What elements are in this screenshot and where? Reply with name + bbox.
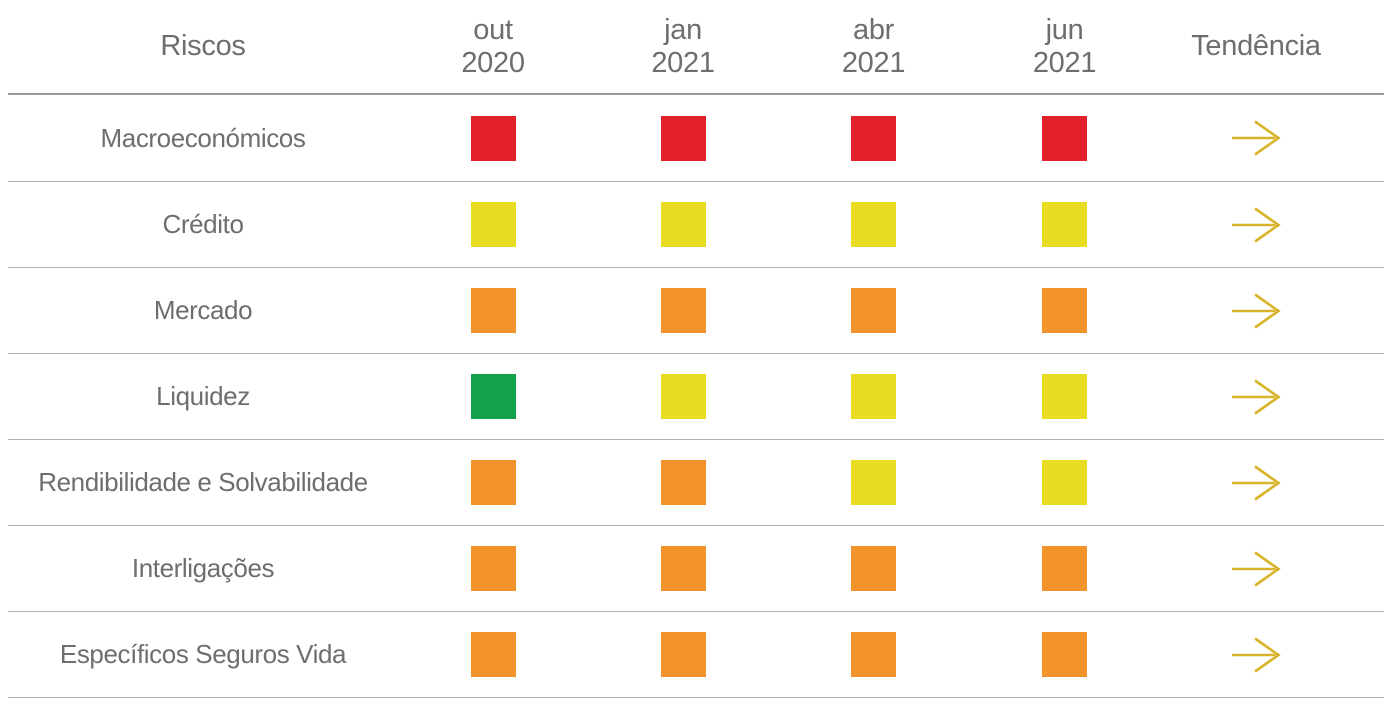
table-row: Crédito: [8, 181, 1384, 267]
table-row: Macroeconómicos: [8, 95, 1384, 181]
period-year: 2020: [461, 46, 525, 79]
trend-right-arrow-icon: [1232, 206, 1281, 243]
risk-level-cell-orange: [660, 546, 706, 591]
column-header-jun-2021: jun 2021: [969, 14, 1160, 79]
trend-right-arrow-icon: [1232, 292, 1281, 329]
trend-right-arrow-icon: [1232, 636, 1281, 673]
trend-right-arrow-icon: [1232, 550, 1281, 587]
table-row: Interligações: [8, 525, 1384, 611]
period-year: 2021: [651, 46, 715, 79]
risk-level-cell-yellow: [1042, 460, 1087, 505]
risk-label: Liquidez: [156, 381, 250, 411]
risk-label: Rendibilidade e Solvabilidade: [38, 467, 368, 497]
trend-right-arrow-icon: [1232, 464, 1281, 501]
risk-label: Crédito: [162, 209, 244, 239]
risk-level-cell-orange: [470, 288, 516, 333]
period-year: 2021: [841, 46, 906, 79]
risk-level-cell-yellow: [660, 374, 706, 419]
risk-level-cell-yellow: [851, 460, 896, 505]
risk-matrix-table: Riscos out 2020 jan 2021 abr 2021 jun 20…: [8, 0, 1384, 698]
risk-level-cell-orange: [851, 546, 896, 591]
risk-level-cell-yellow: [1042, 202, 1087, 247]
column-header-jan-2021: jan 2021: [588, 14, 778, 79]
column-header-out-2020: out 2020: [398, 14, 588, 79]
risk-level-cell-orange: [660, 632, 706, 677]
column-header-riscos: Riscos: [160, 30, 246, 63]
risk-level-cell-red: [470, 115, 516, 161]
risk-level-cell-orange: [1042, 288, 1087, 333]
trend-right-arrow-icon: [1232, 120, 1281, 156]
risk-level-cell-orange: [660, 460, 706, 505]
risk-level-cell-yellow: [1042, 374, 1087, 419]
risk-label: Macroeconómicos: [100, 122, 306, 153]
risk-level-cell-red: [1042, 115, 1087, 161]
risk-level-cell-orange: [660, 288, 706, 333]
period-month: abr: [852, 14, 894, 47]
column-header-abr-2021: abr 2021: [778, 14, 969, 79]
period-month: jan: [664, 14, 702, 47]
period-month: out: [473, 14, 513, 47]
risk-level-cell-orange: [470, 546, 516, 591]
risk-level-cell-orange: [1042, 546, 1087, 591]
risk-level-cell-red: [851, 115, 896, 161]
column-header-tendencia: Tendência: [1191, 30, 1321, 63]
risk-label: Específicos Seguros Vida: [59, 639, 347, 669]
trend-right-arrow-icon: [1232, 378, 1281, 415]
risk-level-cell-yellow: [851, 202, 896, 247]
risk-label: Interligações: [131, 553, 275, 583]
risk-level-cell-orange: [851, 632, 896, 677]
risk-level-cell-yellow: [470, 202, 516, 247]
risk-level-cell-orange: [470, 460, 516, 505]
risk-label: Mercado: [153, 295, 253, 325]
table-header-row: Riscos out 2020 jan 2021 abr 2021 jun 20…: [8, 0, 1384, 95]
period-year: 2021: [1032, 46, 1097, 79]
risk-level-cell-orange: [470, 632, 516, 677]
table-row: Liquidez: [8, 353, 1384, 439]
risk-level-cell-red: [660, 115, 706, 161]
table-row: Rendibilidade e Solvabilidade: [8, 439, 1384, 525]
table-row: Específicos Seguros Vida: [8, 611, 1384, 697]
table-row: Mercado: [8, 267, 1384, 353]
risk-level-cell-green: [470, 374, 516, 419]
table-body: Macroeconómicos Crédito Mercado: [8, 95, 1384, 698]
risk-level-cell-orange: [851, 288, 896, 333]
risk-level-cell-yellow: [851, 374, 896, 419]
risk-level-cell-yellow: [660, 202, 706, 247]
period-month: jun: [1045, 14, 1084, 47]
risk-level-cell-orange: [1042, 632, 1087, 677]
